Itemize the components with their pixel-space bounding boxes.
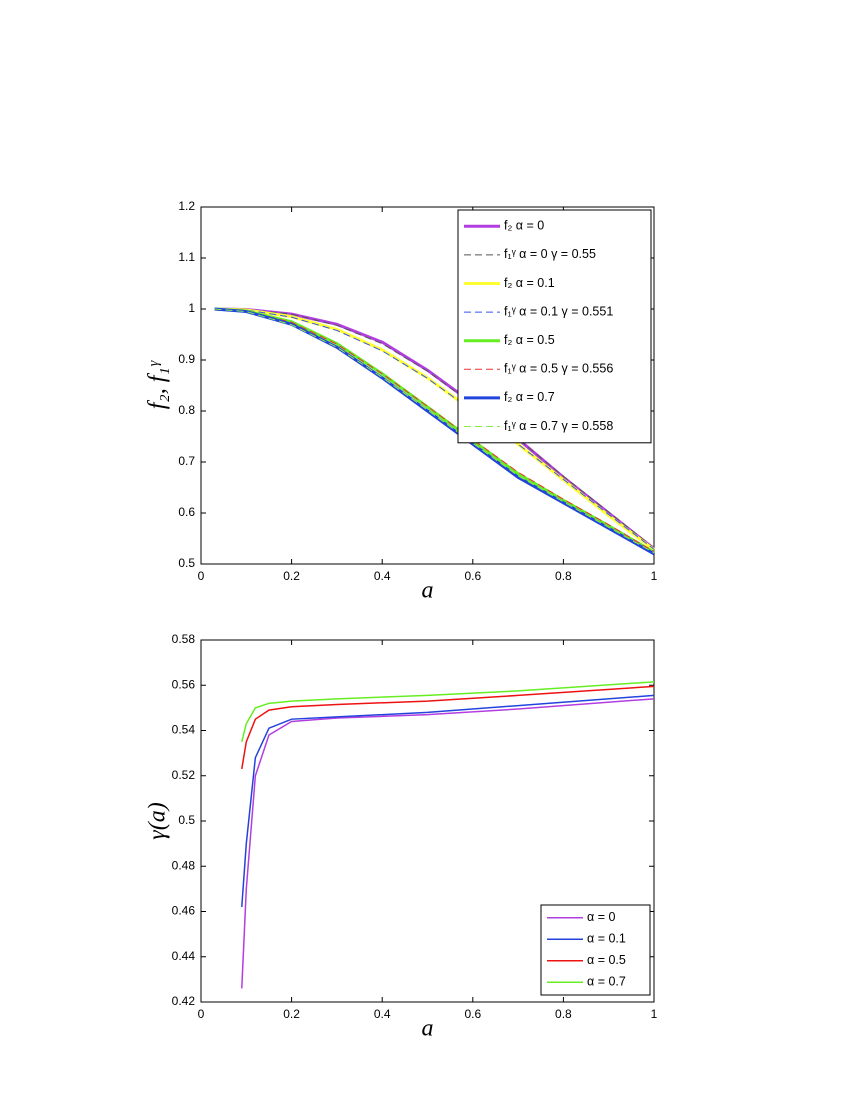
legend-label: f₂ α = 0.5 (504, 333, 555, 347)
y-tick-label: 0.8 (178, 403, 195, 417)
series-line (241, 698, 655, 989)
series-line (241, 685, 655, 770)
y-tick-label: 0.52 (172, 768, 196, 782)
x-tick-label: 0 (198, 569, 205, 583)
x-tick-label: 0.6 (464, 569, 481, 583)
y-tick-label: 0.58 (172, 632, 196, 646)
series-line (214, 308, 655, 549)
x-axis-label: a (422, 1016, 434, 1042)
series-line (214, 308, 655, 553)
y-tick-label: 0.6 (178, 505, 195, 519)
x-tick-label: 1 (651, 569, 658, 583)
series-line (241, 694, 655, 908)
legend-label: f₁ᵞ α = 0 γ = 0.55 (504, 247, 596, 261)
series-line (214, 307, 655, 550)
y-tick-label: 0.48 (172, 858, 196, 872)
y-tick-label: 1 (188, 301, 195, 315)
y-tick-label: 0.44 (172, 949, 196, 963)
y-tick-label: 1.1 (178, 250, 195, 264)
x-axis-label: a (422, 578, 434, 604)
series-line (241, 681, 655, 742)
x-tick-label: 0.2 (283, 569, 300, 583)
y-tick-label: 0.56 (172, 677, 196, 691)
x-tick-label: 0.6 (464, 1007, 481, 1021)
y-tick-label: 0.5 (178, 556, 195, 570)
x-tick-label: 1 (651, 1007, 658, 1021)
y-tick-label: 1.2 (178, 199, 195, 213)
legend-box (540, 904, 651, 996)
x-tick-label: 0.4 (374, 1007, 391, 1021)
legend-label: α = 0.1 (587, 932, 626, 946)
legend-label: α = 0.7 (587, 975, 626, 989)
series-line (214, 308, 655, 554)
series-line (214, 307, 655, 551)
legend-label: f₂ α = 0 (504, 219, 544, 233)
y-tick-label: 0.46 (172, 904, 196, 918)
legend-label: f₁ᵞ α = 0.1 γ = 0.551 (504, 304, 613, 318)
y-tick-label: 0.7 (178, 454, 195, 468)
legend-label: f₂ α = 0.7 (504, 390, 555, 404)
x-tick-label: 0.8 (555, 1007, 572, 1021)
legend-label: α = 0 (587, 910, 615, 924)
series-line (214, 307, 655, 556)
legend-label: f₁ᵞ α = 0.5 γ = 0.556 (504, 362, 613, 376)
legend-label: f₁ᵞ α = 0.7 γ = 0.558 (504, 419, 613, 433)
x-tick-label: 0.4 (374, 569, 391, 583)
x-tick-label: 0.2 (283, 1007, 300, 1021)
legend-label: α = 0.5 (587, 953, 626, 967)
legend-label: f₂ α = 0.1 (504, 276, 555, 290)
y-tick-label: 0.42 (172, 994, 196, 1008)
y-tick-label: 0.9 (178, 352, 195, 366)
series-line (214, 307, 655, 554)
legend-box (457, 209, 652, 444)
x-tick-label: 0 (198, 1007, 205, 1021)
y-axis-label: γ(a) (145, 802, 171, 839)
y-tick-label: 0.5 (178, 813, 195, 827)
x-tick-label: 0.8 (555, 569, 572, 583)
y-tick-label: 0.54 (172, 723, 196, 737)
y-axis-label: f₂, f₁ᵞ (145, 360, 171, 409)
